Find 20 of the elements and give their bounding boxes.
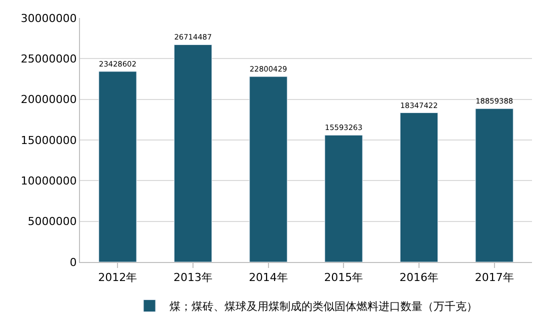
x-tick-label: 2012年 xyxy=(98,271,138,284)
bar xyxy=(324,134,363,262)
x-tick-label: 2016年 xyxy=(400,271,438,284)
y-tick-label: 0 xyxy=(70,256,77,269)
y-tick-label: 30000000 xyxy=(20,12,77,25)
x-tick-label: 2013年 xyxy=(174,271,212,284)
x-tick-label: 2017年 xyxy=(474,271,514,284)
y-tick-label: 5000000 xyxy=(28,215,77,228)
y-tick-label: 10000000 xyxy=(20,174,77,188)
y-tick-label: 20000000 xyxy=(20,93,77,106)
bar xyxy=(98,71,137,262)
y-tick-label: 15000000 xyxy=(20,134,77,147)
bar xyxy=(400,112,438,262)
x-tick-label: 2015年 xyxy=(324,271,364,284)
y-tick-label: 25000000 xyxy=(20,52,77,66)
bar xyxy=(249,76,288,262)
bar xyxy=(475,108,514,262)
legend-label: 煤；煤砖、煤球及用煤制成的类似固体燃料进口数量（万千克） xyxy=(170,300,478,314)
bar xyxy=(174,44,212,262)
x-tick-label: 2014年 xyxy=(248,271,288,284)
